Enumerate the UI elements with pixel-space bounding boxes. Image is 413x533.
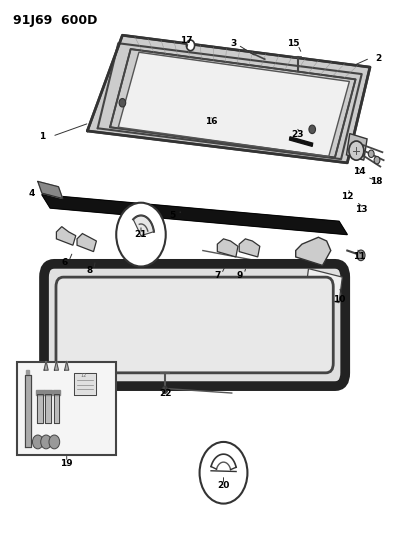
- Circle shape: [116, 203, 165, 266]
- Polygon shape: [42, 195, 347, 235]
- Polygon shape: [87, 35, 369, 163]
- Circle shape: [373, 157, 379, 164]
- Text: 12: 12: [340, 192, 353, 201]
- Text: 13: 13: [355, 205, 367, 214]
- Polygon shape: [118, 52, 349, 157]
- Polygon shape: [44, 390, 52, 395]
- Circle shape: [49, 435, 59, 449]
- Text: 3: 3: [230, 39, 236, 48]
- Polygon shape: [53, 394, 59, 423]
- Text: 6: 6: [62, 258, 68, 266]
- Circle shape: [308, 125, 315, 134]
- Polygon shape: [64, 361, 69, 370]
- Circle shape: [161, 386, 167, 393]
- Circle shape: [368, 150, 373, 158]
- Polygon shape: [239, 239, 259, 257]
- Polygon shape: [38, 181, 62, 198]
- Polygon shape: [44, 361, 48, 370]
- Polygon shape: [304, 269, 342, 303]
- Text: 22: 22: [159, 389, 171, 398]
- Polygon shape: [54, 361, 58, 370]
- Text: 17: 17: [180, 36, 192, 45]
- Circle shape: [119, 99, 126, 107]
- Polygon shape: [26, 370, 29, 375]
- Polygon shape: [74, 373, 95, 395]
- Text: 18: 18: [369, 177, 382, 186]
- Polygon shape: [52, 390, 60, 395]
- FancyBboxPatch shape: [44, 264, 344, 386]
- FancyBboxPatch shape: [56, 277, 332, 373]
- Circle shape: [32, 435, 43, 449]
- Text: 9: 9: [236, 271, 242, 279]
- Polygon shape: [24, 375, 31, 447]
- Circle shape: [199, 442, 247, 504]
- Polygon shape: [37, 394, 43, 423]
- Text: 91J69  600D: 91J69 600D: [13, 14, 97, 27]
- Text: 2: 2: [374, 54, 380, 62]
- Text: 7: 7: [214, 271, 220, 279]
- Polygon shape: [295, 237, 330, 265]
- Text: 10: 10: [332, 295, 344, 304]
- Text: 1: 1: [39, 132, 45, 141]
- Polygon shape: [346, 134, 366, 160]
- Circle shape: [186, 40, 194, 51]
- Text: 21: 21: [134, 230, 147, 239]
- Circle shape: [356, 250, 364, 261]
- Polygon shape: [36, 390, 43, 395]
- Polygon shape: [118, 52, 349, 157]
- Circle shape: [40, 435, 51, 449]
- Polygon shape: [56, 227, 76, 245]
- Text: 16: 16: [204, 117, 217, 126]
- Text: 23: 23: [291, 130, 303, 139]
- Polygon shape: [77, 233, 96, 252]
- Text: 15: 15: [287, 39, 299, 48]
- Circle shape: [348, 141, 363, 160]
- Text: 4: 4: [28, 189, 35, 198]
- Text: 19: 19: [60, 459, 73, 467]
- FancyBboxPatch shape: [17, 362, 116, 455]
- Text: 8: 8: [86, 266, 93, 275]
- Polygon shape: [289, 137, 312, 147]
- Text: 12: 12: [80, 373, 86, 378]
- Text: 11: 11: [353, 253, 365, 261]
- Text: 20: 20: [217, 481, 229, 490]
- Text: 5: 5: [169, 211, 175, 220]
- Polygon shape: [45, 394, 51, 423]
- Polygon shape: [133, 215, 154, 236]
- Text: 14: 14: [353, 167, 365, 176]
- Polygon shape: [217, 239, 237, 257]
